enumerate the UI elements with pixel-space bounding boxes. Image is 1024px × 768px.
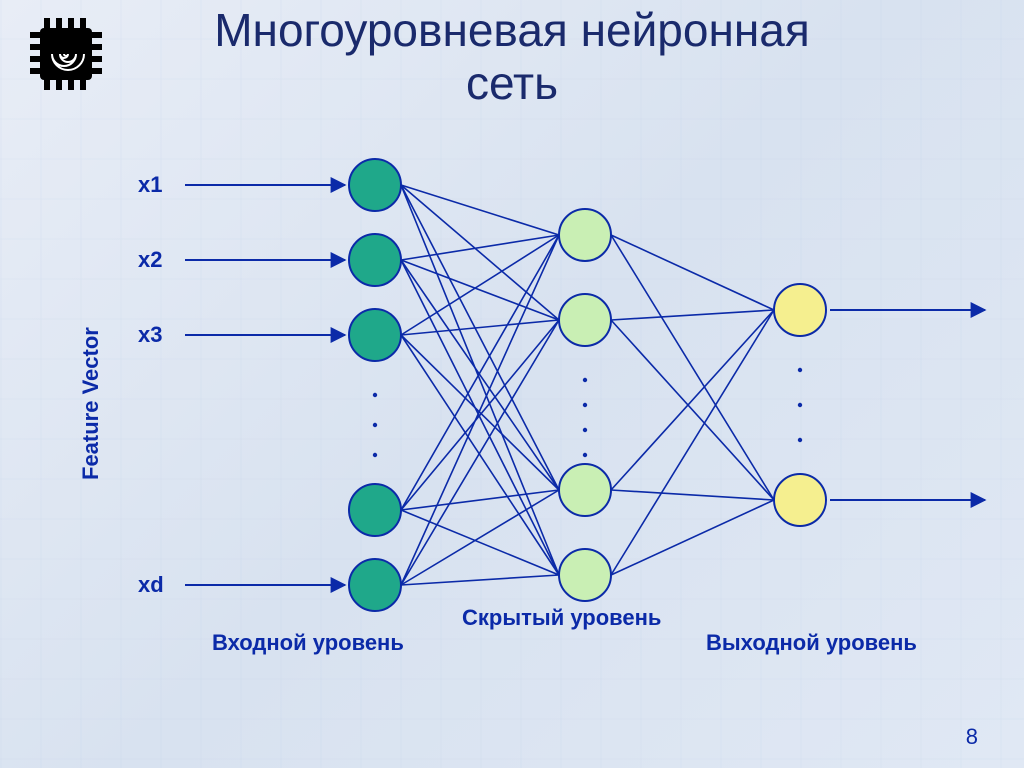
slide: Многоуровневая нейронная сеть Feature Ve… xyxy=(0,0,1024,768)
hidden-layer-label: Скрытый уровень xyxy=(462,605,661,631)
input-label-x2: x2 xyxy=(138,247,162,273)
input-label-x1: x1 xyxy=(138,172,162,198)
input-label-x3: x3 xyxy=(138,322,162,348)
page-number: 8 xyxy=(966,724,978,750)
input-label-xd: xd xyxy=(138,572,164,598)
input-layer-label: Входной уровень xyxy=(212,630,404,656)
output-layer-label: Выходной уровень xyxy=(706,630,917,656)
